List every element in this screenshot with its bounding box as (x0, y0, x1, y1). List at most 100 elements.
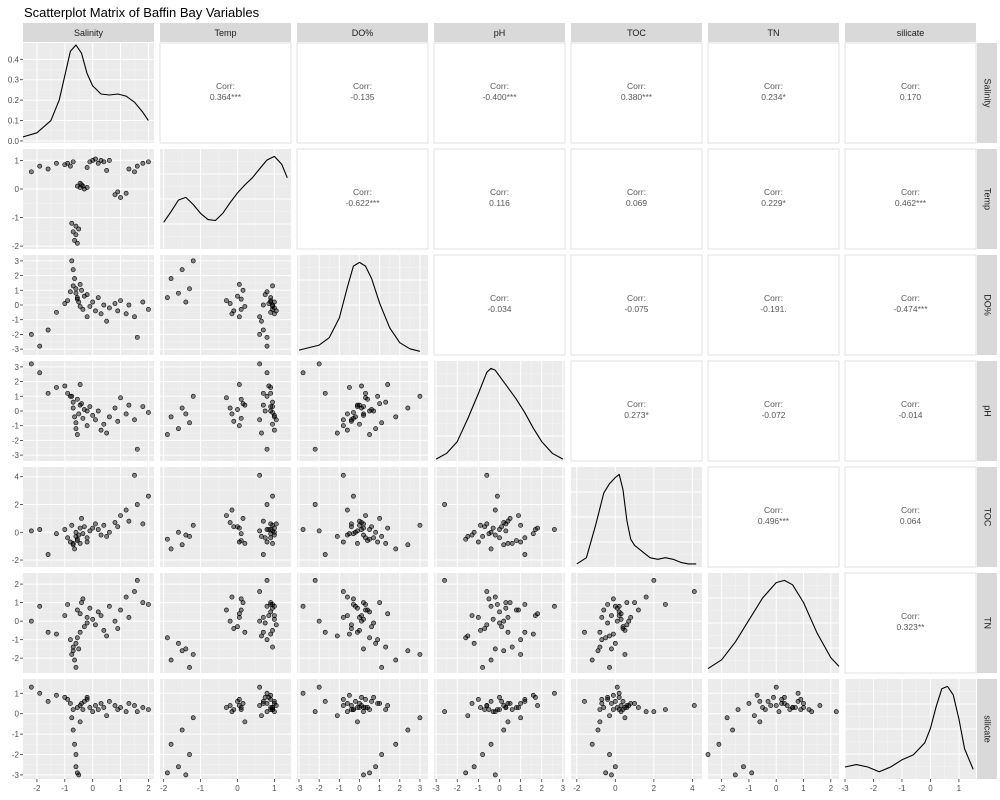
corr-panel-bg (707, 254, 840, 356)
corr-value: 0.234* (761, 92, 786, 102)
scatter-point (37, 370, 43, 376)
scatter-point (28, 332, 34, 337)
x-tick-label: 1 (957, 784, 962, 793)
x-tick-label: -1 (197, 784, 205, 793)
scatter-point (300, 603, 306, 609)
scatter-point (190, 393, 196, 399)
scatter-point (264, 370, 270, 376)
scatter-point (353, 414, 358, 420)
panel-tn-silicate: Corr:0.323** (844, 572, 977, 674)
scatter-point (257, 528, 263, 534)
scatter-point (475, 615, 481, 620)
scatter-point (383, 399, 389, 405)
scatter-point (620, 699, 626, 704)
scatter-point (80, 307, 86, 312)
panel-bg (23, 573, 154, 673)
scatter-point (70, 399, 76, 405)
corr-value: 0.273* (624, 410, 649, 420)
scatter-point (503, 605, 509, 611)
scatter-point (37, 527, 43, 532)
strip-top-label-salinity: Salinity (74, 28, 104, 38)
panel-ph-do (297, 361, 428, 461)
scatter-point (112, 618, 118, 624)
scatter-point (98, 158, 104, 163)
y-tick-label: 1 (15, 599, 20, 608)
scatter-point (351, 493, 356, 499)
scatter-point (70, 405, 76, 411)
scatter-point (616, 694, 622, 700)
scatter-point (612, 640, 618, 646)
scatter-point (45, 327, 51, 333)
scatter-point (54, 631, 59, 637)
scatter-point (101, 522, 107, 528)
scatter-point (371, 620, 376, 626)
corr-panel-bg (707, 360, 840, 462)
scatter-point (367, 432, 372, 437)
scatter-point (270, 307, 275, 312)
scatter-point (260, 390, 266, 396)
scatter-point (132, 703, 137, 708)
y-tick-label: 0.1 (8, 117, 20, 126)
scatter-point (471, 640, 477, 646)
scatter-point (238, 307, 244, 312)
scatter-point (340, 615, 346, 620)
scatter-point (98, 427, 104, 433)
scatter-point (779, 697, 785, 702)
scatter-point (383, 707, 389, 713)
x-tick-label: -1 (898, 784, 906, 793)
scatter-point (45, 629, 51, 635)
scatter-point (123, 311, 129, 317)
scatter-point (179, 648, 185, 654)
scatter-point (379, 752, 385, 757)
scatter-point (65, 602, 70, 607)
scatter-point (488, 657, 494, 663)
corr-panel-bg (570, 148, 703, 250)
scatter-point (235, 524, 240, 530)
scatter-point (146, 410, 151, 415)
scatter-point (168, 741, 174, 747)
scatter-point (361, 411, 366, 417)
scatter-point (271, 414, 277, 420)
scatter-point (393, 741, 399, 747)
x-tick-label: -2 (573, 784, 581, 793)
scatter-point (497, 694, 502, 700)
scatter-point (229, 709, 235, 715)
scatter-point (260, 552, 266, 557)
panel-bg (23, 467, 154, 567)
scatter-point (344, 507, 350, 513)
scatter-point (488, 529, 494, 535)
strip-top-salinity (23, 23, 154, 42)
panel-ph-tn: Corr:-0.072 (707, 360, 840, 462)
scatter-point (45, 552, 51, 557)
scatter-point (765, 699, 771, 704)
scatter-point (87, 159, 93, 165)
y-tick-label: 2 (15, 501, 20, 510)
scatter-point (417, 652, 423, 657)
x-tick-label: 0 (928, 784, 933, 793)
scatter-point (227, 618, 233, 624)
scatter-point (379, 665, 385, 670)
scatter-point (607, 713, 612, 719)
scatter-point (417, 522, 423, 528)
scatter-point (164, 770, 170, 776)
scatter-point (264, 690, 270, 696)
scatter-point (126, 166, 132, 172)
scatter-point (609, 701, 614, 706)
panel-bg (297, 467, 428, 567)
corr-value: -0.622*** (345, 198, 380, 208)
scatter-point (260, 518, 266, 524)
scatter-point (73, 426, 79, 432)
corr-label: Corr: (901, 293, 920, 303)
scatter-point (522, 629, 528, 635)
scatter-point (101, 421, 107, 427)
scatter-point (379, 420, 385, 426)
scatter-point (607, 665, 612, 670)
scatter-point (601, 705, 607, 710)
scatter-point (516, 607, 521, 613)
scatter-point (377, 600, 383, 606)
scatter-point (589, 657, 595, 663)
scatter-point (28, 684, 34, 690)
scatter-point (373, 764, 378, 770)
scatter-point (268, 609, 274, 615)
corr-panel-bg (707, 466, 840, 568)
